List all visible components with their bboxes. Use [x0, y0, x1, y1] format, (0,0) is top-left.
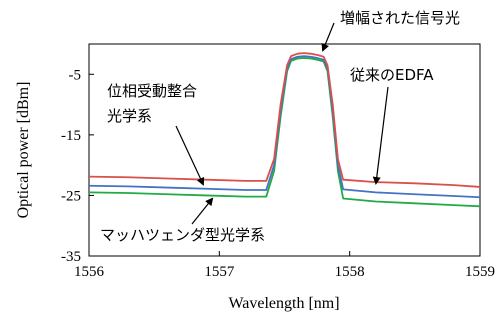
x-axis-title: Wavelength [nm] — [228, 295, 339, 312]
x-tick-label: 1557 — [204, 264, 235, 280]
series-line-2 — [88, 57, 481, 208]
y-axis-title: Optical power [dBm] — [15, 82, 32, 219]
annotation-phase-passive-1: 位相受動整合 — [107, 82, 197, 100]
plot-area-frame — [88, 43, 481, 257]
annotation-conventional-edfa: 従来のEDFA — [350, 66, 434, 84]
x-tick-label: 1559 — [465, 264, 495, 280]
x-tick-label: 1556 — [74, 264, 105, 280]
series-line-0 — [88, 52, 481, 188]
y-tick-label: -35 — [61, 249, 81, 265]
series-line-1 — [88, 55, 481, 199]
axis-ticks: 1556 1557 1558 1559 -35 -25 -15 -5 — [61, 67, 495, 280]
annotation-phase-passive-2: 光学系 — [107, 107, 152, 125]
y-tick-label: -15 — [61, 128, 81, 144]
arrow-phase-passive — [175, 125, 205, 186]
y-tick-label: -5 — [69, 67, 82, 83]
annotation-mach-zehnder: マッハツェンダ型光学系 — [100, 226, 265, 244]
y-tick-label: -25 — [61, 188, 81, 204]
x-tick-label: 1558 — [335, 264, 365, 280]
arrow-conventional-edfa — [372, 86, 389, 185]
arrow-amplified-signal — [321, 22, 335, 52]
annotation-amplified-signal: 増幅された信号光 — [340, 9, 460, 27]
series-lines — [88, 52, 481, 208]
arrow-mach-zehnder — [191, 197, 214, 225]
